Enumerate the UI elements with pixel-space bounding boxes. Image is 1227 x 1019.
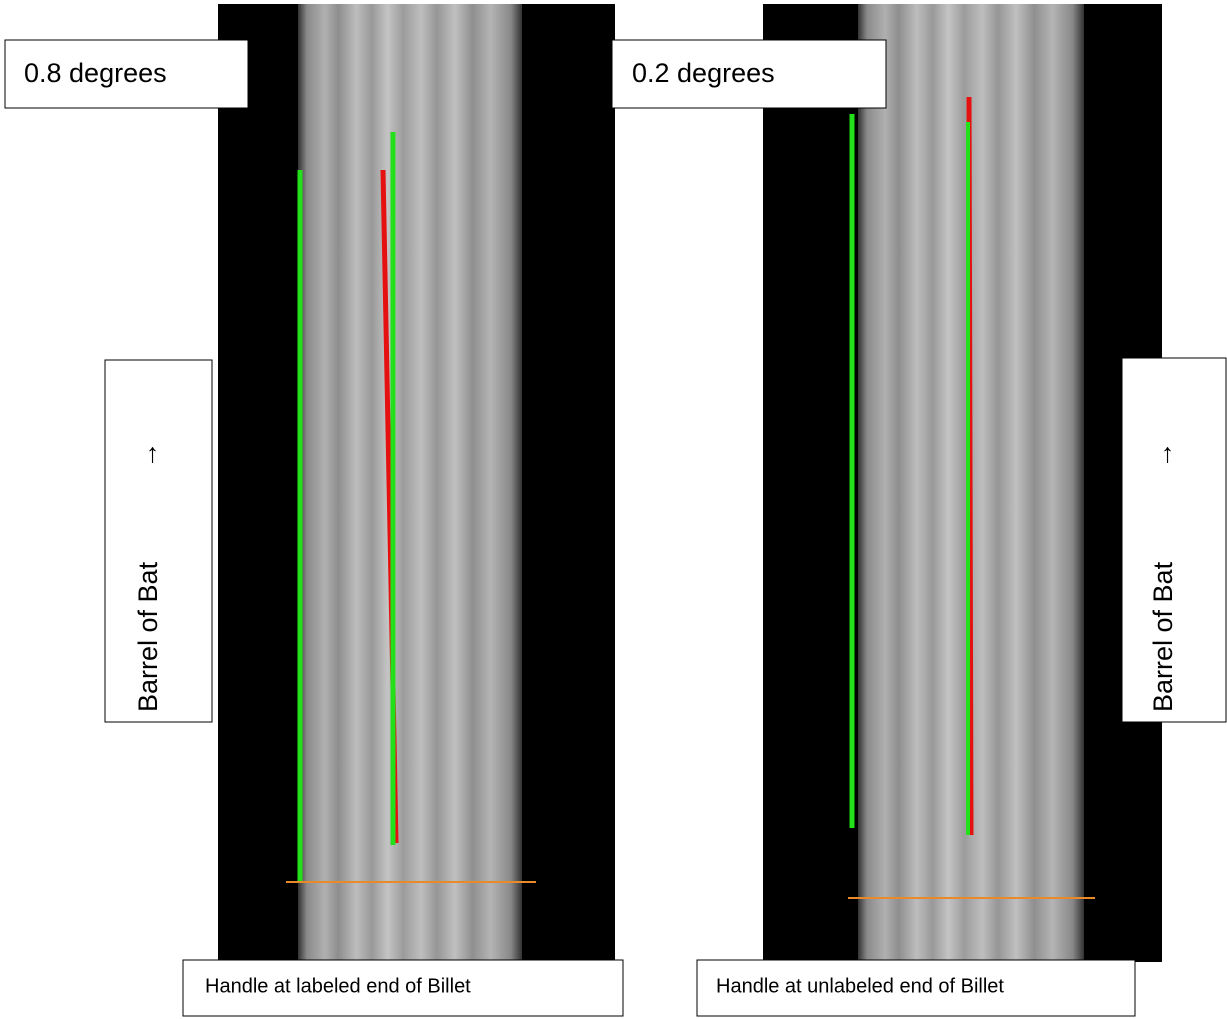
caption: Handle at unlabeled end of Billet <box>716 975 1004 997</box>
side-box <box>1121 357 1227 723</box>
side-box <box>104 359 213 723</box>
arrow: → <box>133 442 163 469</box>
side-label: Barrel of Bat <box>133 561 163 712</box>
angle-label: 0.2 degrees <box>632 58 775 88</box>
bat-image <box>298 4 522 960</box>
caption-box <box>696 959 1136 1017</box>
angle-label: 0.8 degrees <box>24 58 167 88</box>
panel-right: 0.2 degrees Barrel of Bat → Handle at un… <box>611 4 1227 1017</box>
caption: Handle at labeled end of Billet <box>205 975 471 997</box>
caption-box <box>182 959 624 1017</box>
panel-left: 0.8 degrees Barrel of Bat → Handle at la… <box>4 4 624 1017</box>
angle-box <box>4 39 249 109</box>
side-label: Barrel of Bat <box>1148 561 1178 712</box>
angle-box <box>611 39 887 109</box>
arrow: → <box>1148 442 1178 469</box>
